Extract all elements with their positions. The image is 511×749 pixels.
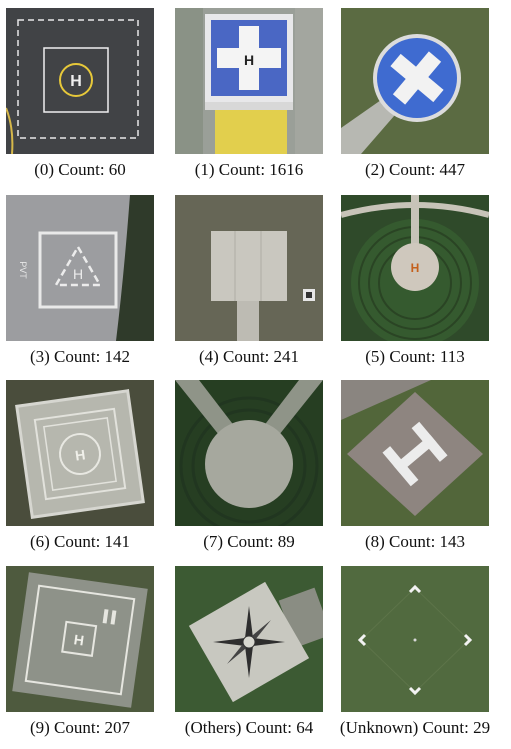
helipad-panel-9: H (9) Count: 207 [3, 566, 163, 737]
helipad-image-4 [175, 195, 323, 341]
helipad-image-8 [341, 380, 489, 526]
panel-caption: (1) Count: 1616 [194, 160, 304, 179]
panel-caption: (Others) Count: 64 [184, 718, 314, 737]
pad-letter: H [73, 266, 83, 282]
panel-caption: (6) Count: 141 [29, 532, 131, 551]
helipad-panel-others: (Others) Count: 64 [172, 566, 332, 737]
helipad-panel-2: (2) Count: 447 [338, 8, 498, 179]
helipad-panel-6: H (6) Count: 141 [3, 380, 163, 551]
helipad-image-5: H [341, 195, 489, 341]
helipad-image-6: H [6, 380, 154, 526]
helipad-panel-4: (4) Count: 241 [172, 195, 332, 366]
helipad-image-7 [175, 380, 323, 526]
panel-caption: (8) Count: 143 [364, 532, 466, 551]
panel-caption: (9) Count: 207 [29, 718, 131, 737]
panel-caption: (Unknown) Count: 29 [339, 718, 491, 737]
pad-letter: H [74, 446, 86, 463]
helipad-image-others [175, 566, 323, 712]
helipad-image-2 [341, 8, 489, 154]
panel-caption: (0) Count: 60 [34, 160, 126, 179]
panel-caption: (4) Count: 241 [198, 347, 300, 366]
helipad-image-1: H [175, 8, 323, 154]
helipad-image-unknown [341, 566, 489, 712]
helipad-panel-7: (7) Count: 89 [172, 380, 332, 551]
pvt-marking: PVT [18, 261, 28, 279]
helipad-panel-8: (8) Count: 143 [338, 380, 498, 551]
helipad-image-9: H [6, 566, 154, 712]
panel-caption: (5) Count: 113 [365, 347, 465, 366]
helipad-panel-unknown: (Unknown) Count: 29 [338, 566, 498, 737]
helipad-panel-5: H (5) Count: 113 [338, 195, 498, 366]
panel-caption: (7) Count: 89 [203, 532, 295, 551]
svg-text:H: H [411, 261, 420, 275]
pad-letter: H [70, 73, 82, 90]
helipad-panel-1: H (1) Count: 1616 [172, 8, 332, 179]
helipad-panel-0: H (0) Count: 60 [3, 8, 163, 179]
pad-letter: H [244, 52, 254, 68]
panel-caption: (2) Count: 447 [364, 160, 466, 179]
helipad-image-0: H [6, 8, 154, 154]
panel-caption: (3) Count: 142 [29, 347, 131, 366]
helipad-image-3: H PVT [6, 195, 154, 341]
pad-letter: H [73, 631, 85, 648]
helipad-panel-3: H PVT (3) Count: 142 [3, 195, 163, 366]
